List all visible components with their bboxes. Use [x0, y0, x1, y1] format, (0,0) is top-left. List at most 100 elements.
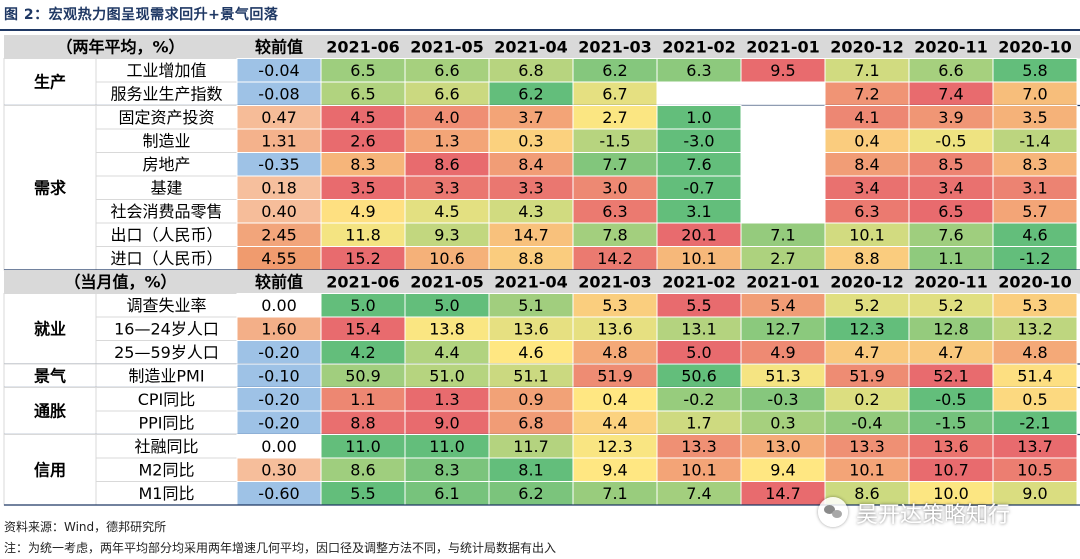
row-label: 房地产 [142, 155, 190, 174]
cell-value: 8.4 [854, 155, 879, 174]
change-value: 1.60 [261, 319, 297, 338]
cell-value: -2.1 [1019, 413, 1050, 432]
cell-value: 7.7 [602, 155, 627, 174]
cell-value: 4.8 [602, 343, 627, 362]
cell-value: 10.1 [681, 460, 717, 479]
cell-value: 3.3 [518, 178, 543, 197]
cell-value: 3.1 [1022, 178, 1047, 197]
cell-value: 8.6 [854, 484, 879, 503]
cell-value: 5.2 [938, 296, 963, 315]
cell-value: 10.1 [849, 225, 885, 244]
figure-title: 图 2：宏观热力图呈现需求回升+景气回落 [4, 7, 279, 23]
cell-value: 4.6 [518, 343, 543, 362]
cell-value: 6.5 [350, 84, 375, 103]
cell-value: 6.2 [518, 84, 543, 103]
cell-value: 6.6 [938, 61, 963, 80]
cell-value: -1.5 [935, 413, 966, 432]
heatmap-cell [741, 129, 825, 153]
cell-value: 5.5 [350, 484, 375, 503]
column-header: 2021-01 [746, 272, 819, 291]
section-header-bg [4, 270, 1080, 294]
heatmap-cell [741, 176, 825, 200]
cell-value: 7.1 [770, 225, 795, 244]
cell-value: -1.2 [1019, 249, 1050, 268]
column-header: 2020-12 [830, 272, 903, 291]
cell-value: 1.3 [434, 131, 459, 150]
row-label: PPI同比 [138, 413, 194, 432]
watermark-text: 吴开达策略知行 [856, 503, 1011, 528]
cell-value: 3.3 [434, 178, 459, 197]
cell-value: 13.2 [1017, 319, 1053, 338]
cell-value: 5.3 [602, 296, 627, 315]
change-value: -0.60 [258, 484, 299, 503]
cell-value: 6.6 [434, 84, 459, 103]
cell-value: 5.0 [434, 296, 459, 315]
cell-value: 7.6 [938, 225, 963, 244]
change-value: -0.04 [258, 61, 299, 80]
cell-value: -0.7 [683, 178, 714, 197]
cell-value: -3.0 [683, 131, 714, 150]
source-note: 资料来源：Wind，德邦研究所 [4, 520, 167, 534]
cell-value: 8.5 [938, 155, 963, 174]
cell-value: 13.8 [429, 319, 465, 338]
column-header: 较前值 [255, 37, 303, 56]
change-value: 0.00 [261, 437, 297, 456]
cell-value: -0.2 [683, 390, 714, 409]
cell-value: 4.6 [1022, 225, 1047, 244]
cell-value: 7.4 [938, 84, 963, 103]
change-value: 0.40 [261, 202, 297, 221]
row-label: 进口（人民币） [110, 249, 222, 268]
cell-value: 7.6 [686, 155, 711, 174]
cell-value: 4.7 [854, 343, 879, 362]
cell-value: 12.3 [849, 319, 885, 338]
column-header: 2021-06 [326, 37, 399, 56]
row-label: 制造业 [142, 131, 190, 150]
cell-value: 3.1 [686, 202, 711, 221]
cell-value: -0.4 [851, 413, 882, 432]
cell-value: 4.5 [434, 202, 459, 221]
group-label: 信用 [34, 460, 66, 479]
cell-value: 8.3 [1022, 155, 1047, 174]
group-label: 生产 [34, 73, 66, 92]
cell-value: 7.1 [602, 484, 627, 503]
cell-value: 9.4 [770, 460, 795, 479]
change-value: -0.20 [258, 390, 299, 409]
cell-value: 12.8 [933, 319, 969, 338]
group-cell [3, 434, 97, 506]
cell-value: 5.8 [1022, 61, 1047, 80]
cell-value: 0.3 [518, 131, 543, 150]
cell-value: 5.1 [518, 296, 543, 315]
cell-value: 10.5 [1017, 460, 1053, 479]
heatmap-cell [741, 82, 825, 106]
cell-value: 12.3 [597, 437, 633, 456]
cell-value: 4.9 [770, 343, 795, 362]
watermark: 吴开达策略知行 [818, 495, 1058, 529]
cell-value: 5.2 [854, 296, 879, 315]
cell-value: 14.7 [513, 225, 549, 244]
cell-value: 3.5 [1022, 108, 1047, 127]
column-header: 2021-03 [578, 37, 651, 56]
cell-value: 50.6 [681, 366, 717, 385]
cell-value: 6.5 [938, 202, 963, 221]
cell-value: 8.6 [434, 155, 459, 174]
cell-value: 6.3 [602, 202, 627, 221]
cell-value: 52.1 [933, 366, 969, 385]
column-header: 2020-12 [830, 37, 903, 56]
cell-value: 11.7 [513, 437, 549, 456]
cell-value: 2.6 [350, 131, 375, 150]
row-label: 工业增加值 [126, 61, 206, 80]
cell-value: 1.3 [434, 390, 459, 409]
cell-value: 3.9 [938, 108, 963, 127]
cell-value: 0.4 [854, 131, 879, 150]
cell-value: 4.0 [434, 108, 459, 127]
cell-value: 14.7 [765, 484, 801, 503]
cell-value: 7.8 [602, 225, 627, 244]
column-header: 2021-05 [410, 272, 483, 291]
cell-value: 5.5 [686, 296, 711, 315]
section-header-label: （当月值，%） [64, 272, 176, 291]
row-label: M2同比 [139, 460, 195, 479]
row-label: 社会消费品零售 [110, 202, 222, 221]
cell-value: 8.8 [854, 249, 879, 268]
column-header: 2021-02 [662, 37, 735, 56]
cell-value: 3.4 [854, 178, 879, 197]
